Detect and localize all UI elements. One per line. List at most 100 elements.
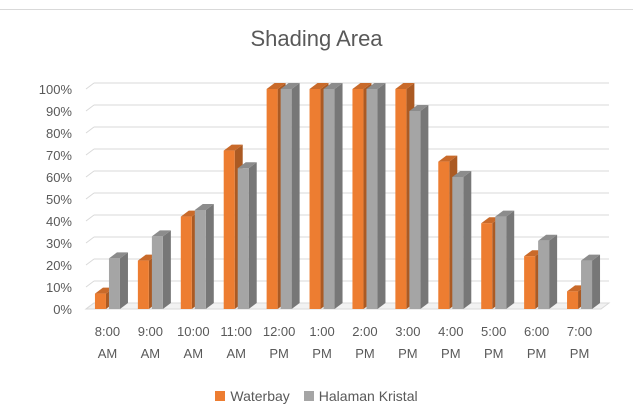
gridline-depth (85, 214, 95, 222)
x-tick-label: 5:00 (481, 324, 506, 339)
bar-waterbay (524, 256, 536, 309)
legend-item-halaman-kristal: Halaman Kristal (303, 388, 418, 404)
bar-top (151, 230, 171, 237)
bar-halaman-kristal (495, 216, 507, 309)
x-tick-label: PM (355, 346, 375, 361)
bar-side (119, 252, 128, 309)
bar-side (463, 171, 472, 309)
x-tick-label: PM (441, 346, 461, 361)
gridline-depth (85, 280, 95, 288)
bar-top (280, 83, 300, 89)
y-tick-label: 90% (46, 104, 72, 119)
legend-item-waterbay: Waterbay (215, 388, 290, 404)
y-tick-label: 60% (46, 170, 72, 185)
y-tick-label: 100% (39, 82, 73, 97)
gridline-depth (85, 126, 95, 134)
bar-halaman-kristal (452, 177, 464, 309)
bar-top (452, 171, 472, 177)
chart-title: Shading Area (250, 26, 383, 51)
x-tick-label: AM (141, 346, 161, 361)
bar-top (223, 144, 243, 151)
bar-halaman-kristal (409, 111, 421, 309)
x-tick-label: PM (527, 346, 547, 361)
bar-halaman-kristal (237, 168, 249, 309)
bar-top (352, 83, 372, 89)
bar-top (438, 155, 458, 162)
bar-top (323, 83, 343, 89)
bar-side (334, 83, 343, 309)
bar-halaman-kristal (581, 260, 593, 309)
chart-legend: Waterbay Halaman Kristal (0, 388, 633, 404)
bar-halaman-kristal (538, 240, 550, 309)
bar-waterbay (309, 89, 321, 309)
bar-waterbay (481, 223, 493, 309)
bar-top (366, 83, 386, 89)
bar-waterbay (266, 89, 278, 309)
y-tick-label: 30% (46, 236, 72, 251)
bar-top (581, 254, 601, 261)
x-tick-label: PM (269, 346, 289, 361)
gridline-depth (85, 148, 95, 156)
bar-top (409, 105, 429, 111)
bar-waterbay (438, 161, 450, 309)
bar-top (395, 83, 415, 89)
x-tick-label: 12:00 (263, 324, 296, 339)
x-tick-label: PM (570, 346, 590, 361)
bar-side (377, 83, 386, 309)
gridline-depth (85, 170, 95, 178)
bar-waterbay (395, 89, 407, 309)
x-tick-label: 9:00 (138, 324, 163, 339)
gridline-depth (85, 82, 95, 90)
x-tick-label: PM (312, 346, 332, 361)
x-tick-label: 7:00 (567, 324, 592, 339)
bar-waterbay (180, 216, 192, 309)
y-tick-label: 50% (46, 192, 72, 207)
bar-halaman-kristal (323, 89, 335, 309)
gridline-depth (85, 258, 95, 266)
bar-side (506, 210, 515, 309)
bar-side (205, 204, 214, 309)
gridline-depth (85, 192, 95, 200)
x-tick-label: 11:00 (220, 324, 252, 339)
x-tick-label: AM (226, 346, 246, 361)
legend-label-halaman-kristal: Halaman Kristal (318, 388, 418, 404)
x-tick-label: PM (484, 346, 504, 361)
y-tick-label: 0% (53, 302, 72, 317)
x-tick-label: AM (184, 346, 204, 361)
gridline-depth (85, 104, 95, 112)
bar-top (237, 162, 257, 169)
bar-top (309, 83, 329, 89)
bar-top (495, 210, 515, 217)
bar-halaman-kristal (280, 89, 292, 309)
bar-halaman-kristal (366, 89, 378, 309)
y-tick-label: 80% (46, 126, 72, 141)
x-tick-label: 10:00 (177, 324, 210, 339)
bar-top (108, 252, 128, 259)
y-tick-label: 10% (46, 280, 72, 295)
chart-floor (84, 302, 611, 310)
bar-waterbay (223, 150, 235, 309)
bar-waterbay (352, 89, 364, 309)
x-tick-label: AM (98, 346, 118, 361)
bar-halaman-kristal (151, 236, 163, 309)
bar-halaman-kristal (194, 210, 206, 309)
bar-chart: 0% 10% 20% 30% 40% 50% 60% 70% 80% 90% 100% 8:00 AM 9… (39, 82, 611, 361)
x-tick-label: 1:00 (309, 324, 334, 339)
bar-halaman-kristal (108, 258, 120, 309)
y-tick-label: 40% (46, 214, 72, 229)
legend-label-waterbay: Waterbay (230, 388, 290, 404)
bar-waterbay (94, 293, 106, 309)
bar-waterbay (137, 260, 149, 309)
bar-side (162, 230, 171, 309)
bar-side (592, 254, 601, 309)
x-tick-label: 6:00 (524, 324, 549, 339)
x-tick-label: 4:00 (438, 324, 463, 339)
bar-top (194, 204, 214, 210)
bar-side (291, 83, 300, 309)
y-tick-label: 70% (46, 148, 72, 163)
y-tick-label: 20% (46, 258, 72, 273)
x-tick-label: 2:00 (352, 324, 377, 339)
bar-waterbay (567, 291, 579, 309)
bar-top (266, 83, 286, 89)
bar-side (549, 234, 558, 309)
